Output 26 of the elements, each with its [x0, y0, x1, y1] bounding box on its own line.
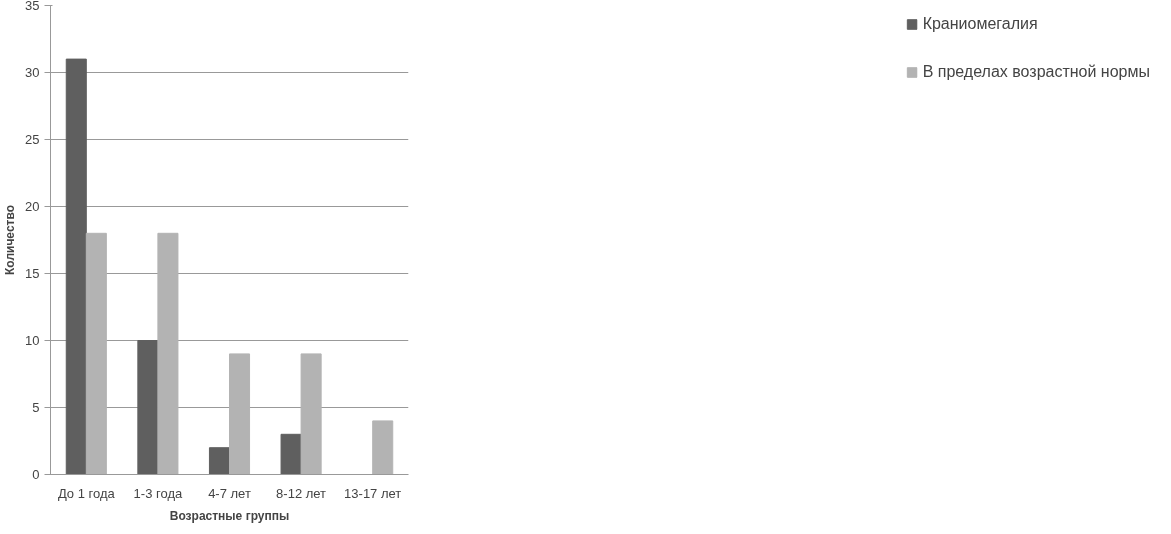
legend-label: В пределах возрастной нормы	[922, 63, 1150, 81]
legend-label: Краниомегалия	[922, 15, 1038, 33]
x-axis-title: Возрастные группы	[169, 508, 290, 523]
bar	[372, 420, 394, 475]
y-tick-label: 30	[25, 65, 40, 80]
bar	[280, 433, 302, 475]
y-axis-title: Количество	[3, 205, 18, 275]
x-tick-label: До 1 года	[57, 485, 116, 501]
y-tick-label: 20	[25, 199, 40, 214]
y-tick-label: 35	[25, 0, 40, 13]
y-tick-label: 5	[32, 400, 40, 415]
bar	[208, 447, 230, 475]
bar	[137, 340, 159, 475]
y-tick-label: 10	[25, 333, 40, 348]
x-tick-label: 8-12 лет	[276, 485, 327, 501]
x-tick-label: 1-3 года	[133, 485, 183, 501]
bar	[157, 232, 179, 475]
bar	[229, 353, 251, 475]
y-tick-label: 0	[32, 467, 40, 482]
y-tick-label: 15	[25, 266, 40, 281]
x-tick-label: 13-17 лет	[344, 485, 402, 501]
y-tick-label: 25	[25, 132, 40, 147]
x-tick-label: 4-7 лет	[208, 485, 251, 501]
bar	[65, 58, 87, 475]
bar	[300, 353, 322, 475]
bar	[85, 232, 107, 475]
